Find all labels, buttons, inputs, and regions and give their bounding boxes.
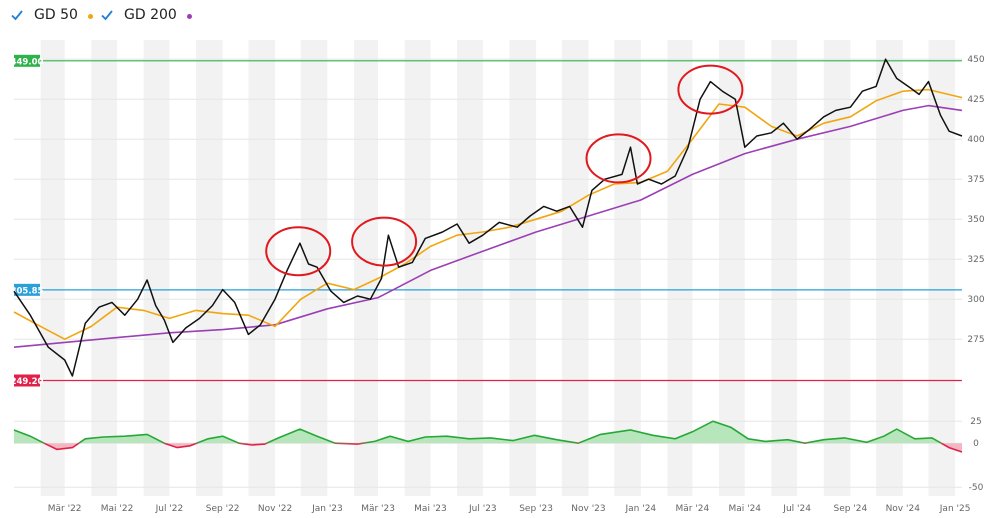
osc-tick-label: -50	[969, 483, 984, 493]
legend-label-gd200: GD 200	[124, 7, 177, 23]
gd50-line	[13, 88, 963, 340]
level-tag-label: 449.00	[11, 57, 44, 67]
annotation-circle	[585, 133, 652, 184]
legend-item-gd50[interactable]: GD 50	[8, 6, 93, 24]
gd50-color-dot	[87, 14, 93, 19]
y-tick-label: 375	[967, 175, 984, 185]
month-band	[667, 40, 693, 496]
y-tick-label: 300	[967, 295, 984, 305]
x-tick-label: Jul '23	[468, 504, 497, 514]
legend: GD 50 GD 200	[0, 0, 999, 32]
y-tick-label: 350	[967, 215, 984, 225]
checkbox-checked-icon[interactable]	[8, 6, 26, 24]
y-tick-label: 325	[967, 255, 984, 265]
x-tick-label: Jan '24	[625, 504, 657, 514]
month-band	[614, 40, 641, 496]
x-tick-label: Mai '22	[101, 504, 134, 514]
legend-label-gd50: GD 50	[34, 7, 78, 23]
x-tick-label: Nov '23	[571, 504, 605, 514]
y-tick-label: 450	[967, 55, 984, 65]
month-band	[561, 40, 589, 496]
x-tick-label: Mär '23	[361, 504, 395, 514]
price-line	[13, 58, 963, 377]
level-tag-label: 305.85	[11, 286, 44, 296]
month-band	[771, 40, 798, 496]
y-tick-label: 425	[967, 95, 984, 105]
month-band	[196, 40, 223, 496]
month-band	[248, 40, 276, 496]
legend-item-gd200[interactable]: GD 200	[98, 6, 192, 24]
osc-area-positive	[14, 421, 962, 444]
y-tick-label: 275	[967, 335, 984, 345]
x-tick-label: Mai '23	[414, 504, 447, 514]
x-tick-label: Jan '23	[311, 504, 343, 514]
month-band	[718, 40, 745, 496]
x-tick-label: Sep '24	[833, 504, 867, 514]
month-band	[928, 40, 956, 496]
osc-tick-label: 0	[973, 439, 979, 449]
annotation-circle	[265, 226, 332, 277]
month-band	[300, 40, 328, 496]
x-tick-label: Nov '22	[258, 504, 292, 514]
gd200-color-dot	[186, 14, 192, 19]
annotation-circle	[351, 216, 418, 267]
level-tag	[14, 374, 40, 387]
x-tick-label: Sep '23	[519, 504, 553, 514]
gd200-line	[13, 104, 963, 348]
osc-tick-label: 25	[970, 417, 981, 427]
y-tick-label: 400	[967, 135, 984, 145]
month-band	[143, 40, 170, 496]
month-band	[509, 40, 537, 496]
x-tick-label: Mär '24	[675, 504, 709, 514]
x-tick-label: Jul '22	[155, 504, 184, 514]
level-tag-label: 249.20	[11, 377, 44, 387]
x-tick-label: Jul '24	[782, 504, 811, 514]
month-band	[40, 40, 65, 496]
x-tick-label: Mär '22	[48, 504, 82, 514]
month-band	[404, 40, 431, 496]
x-tick-label: Jan '25	[939, 504, 971, 514]
month-band	[823, 40, 851, 496]
x-tick-label: Nov '24	[886, 504, 921, 514]
month-band	[91, 40, 118, 496]
month-band	[457, 40, 483, 496]
x-tick-label: Sep '22	[206, 504, 240, 514]
osc-line	[13, 420, 943, 444]
month-band	[876, 40, 903, 496]
annotation-circle	[677, 64, 744, 115]
level-tag	[14, 54, 40, 67]
checkbox-checked-icon[interactable]	[98, 6, 116, 24]
month-band	[354, 40, 379, 496]
level-tag	[14, 283, 40, 296]
x-tick-label: Mai '24	[728, 504, 761, 514]
